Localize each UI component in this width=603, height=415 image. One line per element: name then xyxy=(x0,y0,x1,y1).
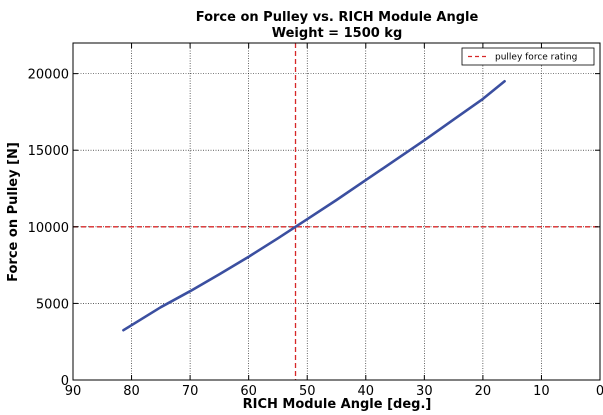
series-group xyxy=(122,80,506,332)
x-axis-label: RICH Module Angle [deg.] xyxy=(243,397,432,412)
x-tick-label: 70 xyxy=(182,384,199,399)
chart-subtitle: Weight = 1500 kg xyxy=(272,26,403,41)
reference-lines xyxy=(73,43,600,380)
x-tick-label: 60 xyxy=(240,384,257,399)
y-tick-label: 0 xyxy=(61,374,69,389)
y-tick-label: 15000 xyxy=(28,144,69,159)
x-tick-label: 40 xyxy=(358,384,375,399)
legend-box xyxy=(461,47,595,66)
x-tick-label: 10 xyxy=(533,384,550,399)
ticks: 90 80 70 60 50 40 30 20 10 0 0 5000 10000 15000 20000 xyxy=(28,43,603,399)
chart-title: Force on Pulley vs. RICH Module Angle xyxy=(196,10,479,25)
x-tick-label: 30 xyxy=(416,384,433,399)
plot-frame xyxy=(72,42,601,381)
x-tick-label: 20 xyxy=(475,384,492,399)
legend: pulley force rating xyxy=(461,47,595,66)
x-tick-label: 90 xyxy=(65,384,82,399)
y-tick-label: 20000 xyxy=(28,68,69,83)
x-tick-label: 80 xyxy=(123,384,140,399)
series-line xyxy=(122,80,506,332)
x-tick-label: 0 xyxy=(596,384,603,399)
y-axis-label: Force on Pulley [N] xyxy=(6,142,21,282)
legend-label: pulley force rating xyxy=(495,53,577,63)
y-tick-label: 10000 xyxy=(28,221,69,236)
y-tick-label: 5000 xyxy=(36,297,69,312)
x-tick-label: 50 xyxy=(299,384,316,399)
